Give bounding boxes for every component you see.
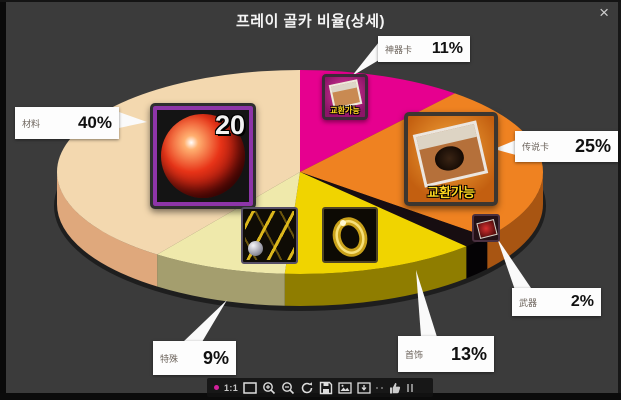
right-edge-divider: [618, 0, 621, 400]
tradable-badge: 교환가능: [427, 185, 475, 200]
left-edge-divider: [0, 0, 6, 400]
actual-size-button[interactable]: 1:1: [224, 382, 239, 393]
fit-screen-button[interactable]: [243, 381, 257, 395]
slice-percent: 11%: [431, 40, 463, 57]
pink-dot-icon: [214, 385, 219, 390]
close-icon[interactable]: ×: [599, 3, 609, 22]
callout-teshu: 特殊 9%: [153, 341, 236, 375]
slice-label: 神器卡: [385, 44, 413, 55]
callout-shenqika: 神器卡 11%: [378, 36, 470, 62]
callout-shoushi: 首饰 13%: [398, 336, 494, 372]
zoom-out-icon: [282, 381, 295, 394]
item-icon-card-magenta: 교환가능: [322, 74, 368, 120]
slice-percent: 25%: [574, 136, 611, 156]
like-button[interactable]: [388, 381, 402, 395]
zoom-in-icon: [263, 381, 276, 394]
rotate-button[interactable]: [300, 381, 314, 395]
ellipsis-icon: [376, 386, 384, 389]
slice-label: 材料: [22, 118, 41, 129]
slice-percent: 2%: [570, 293, 594, 310]
slice-percent: 40%: [77, 113, 112, 132]
callout-wuqi: 武器 2%: [512, 288, 601, 316]
card-art: [413, 120, 489, 189]
fit-screen-icon: [243, 381, 257, 394]
zoom-out-button[interactable]: [281, 381, 295, 395]
page-title: 프레이 골카 비율(상세): [235, 13, 386, 30]
item-icon-gold-ring: [322, 207, 378, 263]
callout-chuanshuoka: 传说卡 25%: [515, 131, 618, 162]
image-icon: [338, 381, 352, 394]
slice-label: 武器: [519, 297, 538, 308]
orb-count-badge: 20: [214, 110, 245, 140]
tradable-badge: 교환가능: [330, 106, 360, 115]
item-icon-claw: [241, 207, 298, 264]
slice-percent: 13%: [450, 343, 487, 364]
zoom-in-button[interactable]: [262, 381, 276, 395]
top-edge-divider: [0, 0, 621, 2]
item-icon-card-tiny: [472, 214, 500, 242]
viewer-toolbar: 1:1: [207, 378, 433, 397]
page-indicator-icon: [407, 383, 414, 392]
thumbs-up-icon: [390, 382, 401, 393]
item-icon-red-orb: 20: [150, 103, 256, 209]
claw-ball-art: [248, 241, 263, 256]
export-icon: [357, 381, 371, 394]
slice-percent: 9%: [202, 347, 229, 368]
image-button[interactable]: [338, 381, 352, 395]
slice-label: 首饰: [405, 349, 424, 360]
item-icon-card-orange: 교환가능: [404, 112, 498, 206]
save-button[interactable]: [319, 381, 333, 395]
gold-ring-art: [332, 217, 368, 257]
save-icon: [320, 381, 333, 394]
callout-cailiao: 材料 40%: [15, 107, 119, 139]
export-button[interactable]: [357, 381, 371, 395]
red-orb-art: [161, 114, 245, 198]
rotate-icon: [301, 381, 313, 393]
slice-label: 传说卡: [522, 142, 550, 152]
slice-label: 特殊: [160, 353, 179, 364]
